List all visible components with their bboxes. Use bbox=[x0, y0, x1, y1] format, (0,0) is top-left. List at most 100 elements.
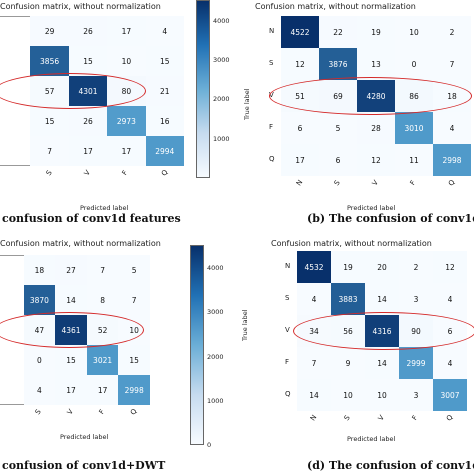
matrix-cell: 26 bbox=[68, 106, 108, 136]
matrix-cell: 15 bbox=[68, 46, 108, 76]
matrix-cell: 27 bbox=[55, 255, 87, 285]
row-tick-label: S bbox=[269, 59, 274, 67]
panel-b: Confusion matrix, without normalization 4… bbox=[237, 0, 474, 237]
row-tick-label: Q bbox=[285, 390, 291, 398]
matrix-cell: 19 bbox=[357, 16, 395, 48]
matrix-cell: 3010 bbox=[395, 112, 433, 144]
col-tick-label: N bbox=[294, 178, 305, 188]
col-tick-label: F bbox=[120, 169, 130, 177]
matrix-cell: 4 bbox=[145, 16, 184, 46]
col-tick-label: V bbox=[82, 168, 93, 178]
col-tick-label: Q bbox=[446, 178, 457, 188]
matrix-cell: 7 bbox=[433, 48, 471, 80]
matrix-cell: 6 bbox=[281, 112, 319, 144]
matrix-cell: 3883 bbox=[331, 283, 365, 315]
x-axis-label: Predicted label bbox=[60, 433, 109, 441]
matrix-cell: 4 bbox=[297, 283, 331, 315]
matrix-cell: 17 bbox=[86, 375, 119, 405]
matrix-cell: 2998 bbox=[433, 144, 471, 176]
matrix-cell: 4 bbox=[433, 347, 467, 379]
matrix-cell: 17 bbox=[281, 144, 319, 176]
panel-title: Confusion matrix, without normalization bbox=[0, 2, 161, 11]
row-tick-label: N bbox=[285, 262, 291, 270]
panel-title: Confusion matrix, without normalization bbox=[0, 239, 161, 248]
matrix-cell: 2 bbox=[433, 16, 471, 48]
matrix-cell: 29 bbox=[30, 16, 69, 46]
highlight-ellipse bbox=[269, 77, 472, 115]
matrix-cell: 17 bbox=[55, 375, 87, 405]
colorbar-tick-label: 1000 bbox=[207, 396, 224, 405]
matrix-cell: 10 bbox=[395, 16, 433, 48]
matrix-cell: 0 bbox=[23, 345, 56, 375]
matrix-cell: 6 bbox=[319, 144, 357, 176]
matrix-cell: 0 bbox=[395, 48, 433, 80]
matrix-cell: 17 bbox=[107, 136, 146, 166]
matrix-cell: 9 bbox=[331, 347, 365, 379]
colorbar-tick-label: 2000 bbox=[207, 352, 224, 361]
matrix-cell: 12 bbox=[357, 144, 395, 176]
matrix-cell: 3856 bbox=[30, 46, 69, 76]
matrix-cell: 17 bbox=[68, 136, 108, 166]
matrix-cell: 14 bbox=[365, 347, 399, 379]
col-tick-label: V bbox=[65, 407, 76, 417]
matrix-cell: 7 bbox=[86, 255, 119, 285]
col-tick-label: V bbox=[376, 413, 387, 423]
panel-caption: (d) The confusion of conv1d+l bbox=[307, 459, 474, 472]
x-axis-label: Predicted label bbox=[347, 435, 396, 443]
panel-caption: (b) The confusion of conv1d+l bbox=[307, 212, 474, 225]
highlight-ellipse bbox=[0, 312, 144, 348]
col-tick-label: S bbox=[34, 407, 44, 417]
row-tick-label: F bbox=[285, 358, 290, 366]
x-axis-label: Predicted label bbox=[347, 204, 396, 212]
row-tick-label: F bbox=[269, 123, 274, 131]
highlight-ellipse bbox=[293, 312, 474, 350]
matrix-cell: 21 bbox=[145, 76, 184, 106]
matrix-cell: 14 bbox=[55, 285, 87, 315]
matrix-cell: 5 bbox=[118, 255, 150, 285]
matrix-cell: 8 bbox=[86, 285, 119, 315]
y-axis-label: True label bbox=[243, 88, 251, 120]
matrix-cell: 12 bbox=[433, 251, 467, 283]
col-tick-label: S bbox=[44, 168, 54, 178]
colorbar-tick-label: 4000 bbox=[213, 16, 230, 25]
matrix-cell: 3876 bbox=[319, 48, 357, 80]
matrix-cell: 22 bbox=[319, 16, 357, 48]
matrix-cell: 26 bbox=[68, 16, 108, 46]
matrix-cell: 19 bbox=[331, 251, 365, 283]
matrix-cell: 5 bbox=[319, 112, 357, 144]
colorbar-tick-label: 3000 bbox=[207, 308, 224, 317]
matrix-cell: 10 bbox=[365, 379, 399, 411]
colorbar-tick-label: 1000 bbox=[213, 134, 230, 143]
colorbar bbox=[190, 245, 204, 445]
col-tick-label: F bbox=[408, 179, 418, 187]
matrix-cell: 3007 bbox=[433, 379, 467, 411]
panel-a: Confusion matrix, without normalization 2… bbox=[0, 0, 237, 237]
row-tick-label: V bbox=[285, 326, 290, 334]
col-tick-label: Q bbox=[129, 407, 139, 417]
matrix-cell: 15 bbox=[118, 345, 150, 375]
colorbar-tick-label: 0 bbox=[207, 441, 212, 449]
matrix-cell: 4 bbox=[433, 283, 467, 315]
row-tick-label: Q bbox=[269, 155, 275, 163]
col-tick-label: F bbox=[410, 414, 420, 422]
highlight-ellipse bbox=[0, 73, 146, 109]
matrix-cell: 14 bbox=[297, 379, 331, 411]
matrix-cell: 2 bbox=[399, 251, 433, 283]
colorbar-tick-label: 2000 bbox=[213, 95, 230, 104]
matrix-cell: 17 bbox=[107, 16, 146, 46]
matrix-cell: 18 bbox=[23, 255, 56, 285]
matrix-cell: 3870 bbox=[23, 285, 56, 315]
matrix-cell: 12 bbox=[281, 48, 319, 80]
col-tick-label: N bbox=[308, 413, 319, 423]
col-tick-label: Q bbox=[159, 168, 170, 178]
matrix-cell: 13 bbox=[357, 48, 395, 80]
matrix-cell: 7 bbox=[118, 285, 150, 315]
y-axis-label: True label bbox=[241, 309, 249, 341]
panel-caption: confusion of conv1d features bbox=[2, 212, 181, 225]
matrix-cell: 14 bbox=[365, 283, 399, 315]
matrix-cell: 4 bbox=[23, 375, 56, 405]
panel-title: Confusion matrix, without normalization bbox=[255, 2, 416, 11]
panel-caption: confusion of conv1d+DWT bbox=[2, 459, 166, 472]
matrix-cell: 4522 bbox=[281, 16, 319, 48]
colorbar-tick-label: 4000 bbox=[207, 264, 224, 273]
